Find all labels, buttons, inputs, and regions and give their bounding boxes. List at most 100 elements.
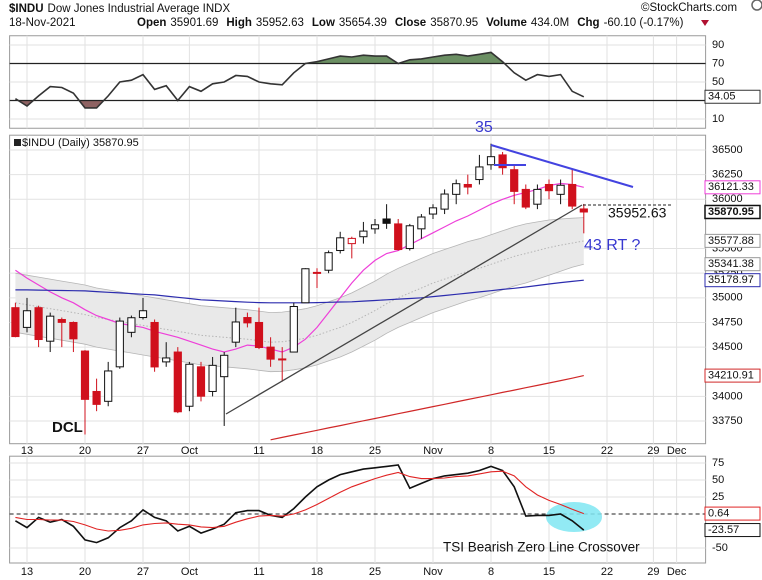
candle-body	[150, 321, 159, 368]
candle-body	[312, 271, 322, 274]
value-box-label: 34210.91	[708, 370, 754, 382]
value-box-label: 0.64	[708, 507, 729, 519]
candle-body	[382, 218, 391, 224]
name: Dow Jones Industrial Average INDX	[48, 3, 231, 15]
candle-body	[115, 320, 124, 368]
source: ©StockCharts.com	[641, 2, 737, 14]
stat-value: 35952.63	[256, 17, 304, 29]
value-box	[704, 273, 761, 288]
candle-body	[521, 188, 530, 208]
price-label: $INDU (Daily) 35870.95	[22, 137, 139, 149]
y-tick-label: 36500	[712, 144, 743, 156]
annotations: $INDU (Daily) 35870.95 35 43 RT ? 35952.…	[14, 89, 761, 555]
value-box	[704, 368, 761, 383]
symbol: $INDU	[9, 3, 44, 15]
value-box-label: -23.57	[708, 524, 739, 536]
candle-body	[301, 268, 310, 304]
value-box	[704, 233, 761, 248]
value-box-label: 35178.97	[708, 274, 754, 286]
candle-body	[324, 252, 333, 271]
y-tick-label: 36000	[712, 193, 743, 205]
candle-body	[127, 317, 136, 333]
x-tick-label: 20	[79, 566, 91, 578]
x-tick-label: 11	[253, 566, 264, 578]
band-edge	[15, 263, 584, 373]
candle-body	[185, 363, 194, 407]
band-edge	[15, 217, 584, 314]
value-box	[704, 523, 761, 538]
y-tick-label: 34500	[712, 341, 743, 353]
series-line	[14, 464, 585, 544]
candle-body	[138, 310, 148, 319]
candle-body	[208, 364, 217, 392]
value-box	[704, 89, 761, 104]
annotation: TSI Bearish Zero Line Crossover	[443, 540, 640, 555]
value-box	[704, 180, 761, 195]
x-tick-label: 18	[311, 566, 323, 578]
annotation: 35	[475, 119, 493, 136]
candle-body	[568, 183, 577, 207]
candle-body	[533, 188, 542, 205]
candle-body	[394, 223, 403, 251]
series-line	[14, 51, 585, 109]
x-tick-label: 29	[647, 445, 659, 457]
candle-body	[370, 224, 380, 230]
candle-body	[359, 230, 368, 238]
date: 18-Nov-2021	[9, 17, 75, 29]
candle-body	[173, 351, 182, 413]
x-tick-label: Oct	[181, 566, 198, 578]
trend-line	[225, 204, 583, 415]
y-tick-label: 10	[712, 113, 724, 125]
value-box-label: 35341.38	[708, 258, 754, 270]
overbought-fill	[15, 52, 584, 64]
y-tick-label: 25	[712, 491, 724, 503]
x-tick-label: 11	[253, 445, 264, 457]
value-box-label: 35577.88	[708, 235, 754, 247]
x-tick-label: 15	[543, 445, 555, 457]
stat-label: Open	[137, 17, 166, 29]
stat-value: 35901.69	[170, 17, 218, 29]
x-tick-label: 29	[647, 566, 659, 578]
value-box	[704, 204, 761, 220]
stat-value: 35654.39	[339, 17, 387, 29]
x-tick-label: 13	[21, 566, 33, 578]
symbol-marker	[14, 139, 21, 146]
stat-label: Volume	[486, 17, 527, 29]
candle-body	[80, 350, 90, 400]
down-arrow	[701, 20, 709, 26]
y-tick-label: 50	[712, 474, 724, 486]
stat-value: 35870.95	[430, 17, 478, 29]
x-tick-label: 25	[369, 566, 381, 578]
candle-body	[428, 207, 438, 215]
candle-body	[34, 307, 43, 341]
x-tick-label: 27	[137, 445, 149, 457]
candle-body	[266, 346, 275, 360]
stat-value: -60.10 (-0.17%)	[604, 17, 684, 29]
overlay-line	[270, 375, 584, 441]
candle-body	[417, 216, 426, 230]
x-tick-label: Nov	[423, 445, 443, 457]
x-tick-label: 22	[601, 566, 613, 578]
annotation: DCL	[52, 419, 83, 436]
stat-label: Chg	[577, 17, 599, 29]
candle-body	[231, 321, 240, 343]
x-tick-label: 8	[488, 566, 494, 578]
candle-body	[556, 184, 565, 195]
candle-body	[11, 307, 20, 338]
candle-body	[347, 237, 356, 245]
candle-body	[498, 154, 507, 169]
overlay-line	[15, 279, 584, 304]
candle-body	[69, 321, 78, 340]
x-tick-label: 22	[601, 445, 613, 457]
x-tick-label: 15	[543, 566, 555, 578]
candle-body	[440, 193, 449, 210]
stat-value: 434.0M	[531, 17, 569, 29]
stat-label: High	[226, 17, 252, 29]
y-tick-label: 33750	[712, 415, 743, 427]
y-tick-label: 34000	[712, 390, 743, 402]
y-tick-label: 50	[712, 76, 724, 88]
y-tick-label: 34750	[712, 316, 743, 328]
value-box-label: 36121.33	[708, 181, 754, 193]
